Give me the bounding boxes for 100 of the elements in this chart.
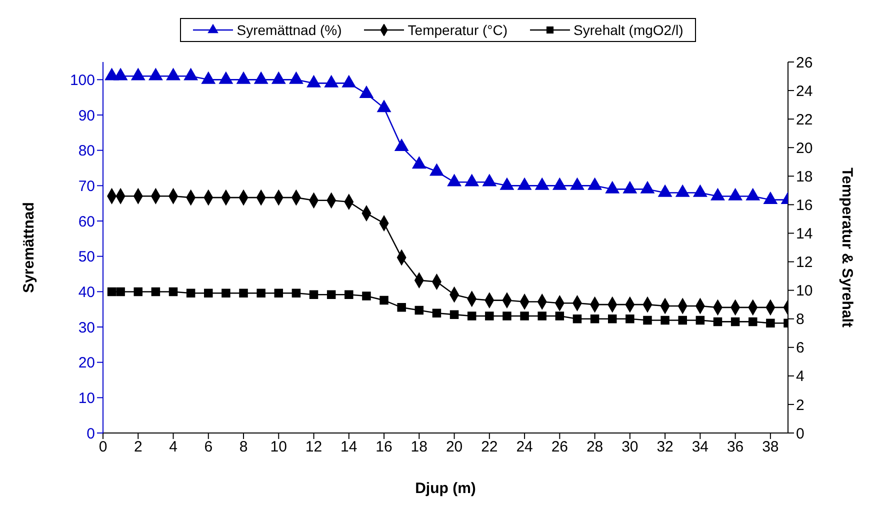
x-tick-label: 12 bbox=[305, 438, 322, 456]
x-tick-label: 34 bbox=[692, 438, 709, 456]
x-tick-label: 8 bbox=[239, 438, 248, 456]
x-tick-label: 22 bbox=[481, 438, 498, 456]
point bbox=[414, 306, 424, 315]
point bbox=[728, 188, 742, 200]
point bbox=[590, 314, 600, 324]
point bbox=[116, 287, 125, 296]
point bbox=[730, 317, 740, 326]
y2-tick-label: 6 bbox=[796, 340, 804, 357]
x-tick-label: 14 bbox=[340, 438, 358, 456]
x-tick-label: 38 bbox=[762, 438, 779, 456]
point bbox=[236, 72, 250, 84]
x-tick-label: 2 bbox=[134, 438, 142, 456]
y2-tick-label: 0 bbox=[796, 425, 804, 442]
y2-tick-label: 4 bbox=[796, 368, 804, 386]
y-tick-label: 50 bbox=[78, 248, 95, 266]
y2-tick-label: 26 bbox=[796, 54, 813, 72]
point bbox=[552, 178, 567, 190]
y2-tick-label: 22 bbox=[796, 111, 813, 128]
point bbox=[131, 68, 145, 80]
point bbox=[626, 314, 634, 324]
point bbox=[306, 75, 321, 88]
point bbox=[134, 287, 142, 296]
point bbox=[676, 184, 690, 197]
y-tick-label: 100 bbox=[70, 72, 95, 89]
y-tick-label: 60 bbox=[78, 213, 95, 230]
y-tick-label: 10 bbox=[78, 390, 95, 407]
point bbox=[186, 288, 196, 298]
legend-label: Temperatur (°C) bbox=[406, 22, 508, 38]
x-tick-label: 4 bbox=[169, 438, 178, 456]
point bbox=[256, 288, 266, 298]
point bbox=[696, 316, 705, 325]
point bbox=[555, 312, 564, 320]
legend-label: Syrehalt (mgO2/l) bbox=[572, 22, 684, 38]
x-tick-label: 10 bbox=[270, 438, 287, 456]
point bbox=[344, 290, 354, 299]
x-tick-label: 36 bbox=[726, 438, 744, 456]
x-tick-label: 24 bbox=[516, 438, 533, 456]
point bbox=[640, 181, 654, 194]
point bbox=[766, 318, 775, 328]
point bbox=[394, 138, 408, 151]
point bbox=[518, 178, 532, 190]
y2-tick-label: 20 bbox=[796, 140, 813, 157]
point bbox=[467, 312, 476, 320]
y-tick-label: 20 bbox=[78, 354, 95, 372]
point bbox=[114, 68, 128, 80]
point bbox=[362, 292, 371, 300]
y-axis-title: Syremättnad bbox=[20, 202, 38, 293]
point bbox=[360, 86, 374, 98]
point bbox=[289, 72, 304, 84]
point bbox=[748, 317, 758, 326]
point bbox=[326, 290, 336, 299]
point bbox=[432, 308, 442, 318]
point bbox=[219, 72, 233, 84]
point bbox=[151, 287, 160, 296]
point bbox=[430, 164, 444, 176]
point bbox=[538, 312, 546, 320]
y2-tick-label: 24 bbox=[796, 82, 813, 100]
point bbox=[254, 72, 268, 84]
point bbox=[746, 188, 760, 200]
point bbox=[309, 290, 318, 299]
point bbox=[678, 316, 687, 325]
y2-tick-label: 8 bbox=[796, 311, 804, 328]
point bbox=[202, 72, 216, 84]
point bbox=[272, 72, 286, 84]
x-axis-title: Djup (m) bbox=[415, 480, 476, 497]
point bbox=[623, 181, 637, 194]
point bbox=[239, 288, 248, 298]
point bbox=[166, 68, 180, 80]
point bbox=[412, 156, 426, 169]
y2-tick-label: 12 bbox=[796, 254, 813, 272]
point bbox=[500, 178, 514, 190]
x-tick-label: 0 bbox=[98, 438, 108, 456]
y-tick-label: 80 bbox=[78, 142, 95, 160]
point bbox=[148, 68, 163, 80]
y-tick-label: 0 bbox=[86, 425, 95, 442]
x-tick-label: 20 bbox=[446, 438, 463, 456]
point bbox=[482, 174, 496, 186]
x-tick-label: 18 bbox=[410, 438, 428, 456]
point bbox=[764, 192, 778, 204]
point bbox=[222, 288, 230, 298]
x-tick-label: 28 bbox=[586, 438, 604, 456]
point bbox=[660, 316, 670, 325]
x-tick-label: 26 bbox=[551, 438, 568, 456]
x-tick-label: 30 bbox=[622, 438, 638, 456]
point bbox=[184, 68, 198, 80]
point bbox=[447, 174, 462, 186]
y2-tick-label: 14 bbox=[796, 226, 813, 243]
point bbox=[168, 287, 178, 296]
point bbox=[535, 178, 549, 190]
point bbox=[397, 303, 406, 312]
point bbox=[204, 288, 213, 298]
point bbox=[658, 184, 672, 197]
point bbox=[324, 75, 338, 88]
point bbox=[274, 288, 284, 298]
point bbox=[107, 287, 116, 296]
point bbox=[380, 296, 388, 305]
point bbox=[485, 312, 494, 320]
point bbox=[377, 100, 391, 112]
